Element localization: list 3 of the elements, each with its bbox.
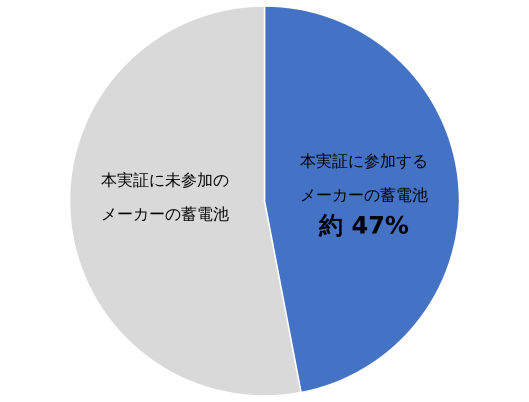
slice-label: 本実証に参加するメーカーの蓄電池: [300, 152, 428, 205]
slice-label: 本実証に未参加のメーカーの蓄電池: [100, 170, 229, 224]
data-label: 約 47%: [318, 212, 409, 240]
